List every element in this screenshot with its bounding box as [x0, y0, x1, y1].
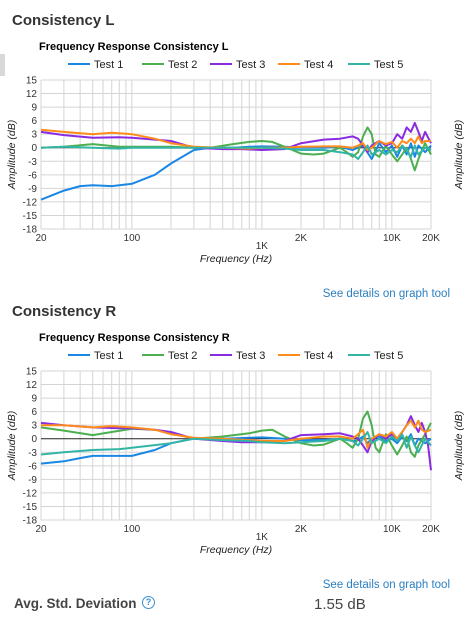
y-tick-label: 6 [31, 116, 37, 127]
y-tick-label: -12 [23, 197, 38, 208]
graph-tool-link-r[interactable]: See details on graph tool [322, 579, 450, 591]
series-line [41, 419, 432, 449]
legend-label: Test 3 [236, 350, 265, 362]
x-tick-label: 100 [124, 524, 141, 535]
x-tick-label: 2K [295, 233, 308, 244]
question-circle-icon[interactable]: ? [142, 596, 155, 609]
y-tick-label: -6 [28, 461, 37, 472]
x-axis-label: Frequency (Hz) [200, 253, 272, 265]
legend-item[interactable]: Test 3 [210, 59, 265, 71]
x-tick-label: 1K [256, 241, 269, 252]
x-tick-label: 1K [256, 532, 269, 543]
y-tick-label: -9 [28, 475, 37, 486]
graph-tool-link-l[interactable]: See details on graph tool [322, 288, 450, 300]
x-tick-label: 20 [35, 524, 47, 535]
legend-item[interactable]: Test 5 [348, 59, 403, 71]
y-tick-label: 6 [31, 407, 37, 418]
left-edge-marker [0, 54, 5, 76]
y-tick-label: 0 [31, 434, 37, 445]
y-axis-label: Amplitude (dB) [6, 120, 18, 190]
x-tick-label: 100 [124, 233, 141, 244]
y-tick-label: -3 [28, 448, 37, 459]
consistency-l-heading: Consistency L [12, 12, 115, 29]
chart-title: Frequency Response Consistency L [39, 41, 229, 53]
y-tick-label: 3 [31, 130, 37, 141]
y-tick-label: -18 [23, 225, 38, 236]
legend-label: Test 2 [168, 350, 197, 362]
consistency-l-chart: Frequency Response Consistency L Test 1 Te… [6, 41, 465, 265]
y-axis-label-right: Amplitude (dB) [453, 120, 465, 190]
legend-label: Test 3 [236, 59, 265, 71]
y-axis-label: Amplitude (dB) [6, 411, 18, 481]
legend-item[interactable]: Test 5 [348, 350, 403, 362]
y-tick-label: -15 [23, 502, 38, 513]
y-tick-label: 15 [26, 76, 38, 87]
x-tick-label: 20 [35, 233, 47, 244]
legend-label: Test 4 [304, 350, 333, 362]
series-line [40, 144, 432, 160]
legend-item[interactable]: Test 1 [68, 59, 123, 71]
legend-item[interactable]: Test 2 [142, 350, 197, 362]
chart-title: Frequency Response Consistency R [39, 332, 230, 344]
series-line [40, 431, 432, 456]
y-tick-label: -12 [23, 488, 38, 499]
x-tick-label: 10K [383, 233, 401, 244]
y-tick-label: 9 [31, 394, 37, 405]
x-tick-label: 2K [295, 524, 308, 535]
legend-label: Test 5 [374, 350, 403, 362]
legend-item[interactable]: Test 2 [142, 59, 197, 71]
legend-item[interactable]: Test 1 [68, 350, 123, 362]
y-tick-label: -6 [28, 170, 37, 181]
legend-label: Test 1 [94, 350, 123, 362]
legend-label: Test 5 [374, 59, 403, 71]
y-tick-label: -15 [23, 211, 38, 222]
legend-item[interactable]: Test 3 [210, 350, 265, 362]
y-tick-label: 15 [26, 367, 38, 378]
legend-label: Test 1 [94, 59, 123, 71]
series-line [40, 128, 431, 151]
x-tick-label: 10K [383, 524, 401, 535]
legend-label: Test 2 [168, 59, 197, 71]
y-tick-label: -9 [28, 184, 37, 195]
legend-label: Test 4 [304, 59, 333, 71]
series-line [40, 142, 432, 201]
avg-std-deviation-label: Avg. Std. Deviation [14, 596, 137, 611]
y-tick-label: 12 [26, 89, 38, 100]
legend-item[interactable]: Test 4 [278, 350, 333, 362]
consistency-r-chart: Frequency Response Consistency R Test 1 Te… [6, 332, 465, 556]
x-tick-label: 20K [422, 524, 440, 535]
x-axis-label: Frequency (Hz) [200, 544, 272, 556]
y-tick-label: 0 [31, 143, 37, 154]
y-tick-label: -18 [23, 516, 38, 527]
legend-item[interactable]: Test 4 [278, 59, 333, 71]
y-tick-label: 12 [26, 380, 38, 391]
y-axis-label-right: Amplitude (dB) [453, 411, 465, 481]
consistency-r-heading: Consistency R [12, 303, 117, 320]
y-tick-label: 3 [31, 421, 37, 432]
y-tick-label: -3 [28, 157, 37, 168]
y-tick-label: 9 [31, 103, 37, 114]
x-tick-label: 20K [422, 233, 440, 244]
avg-std-deviation-value: 1.55 dB [314, 596, 366, 613]
